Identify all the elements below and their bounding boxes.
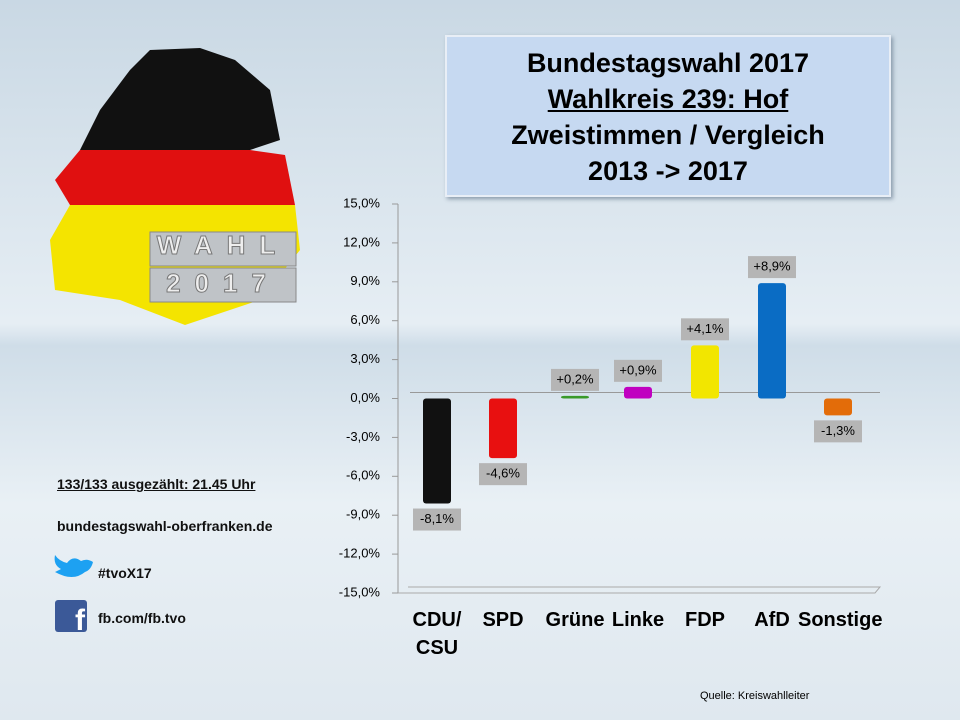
svg-text:f: f bbox=[75, 604, 86, 637]
value-label: +4,1% bbox=[686, 321, 724, 336]
y-tick-label: 12,0% bbox=[343, 234, 380, 249]
value-label-box bbox=[551, 368, 599, 391]
x-tick-label: AfD bbox=[754, 609, 790, 631]
value-label-box bbox=[748, 256, 796, 279]
logo-top: WAHL bbox=[157, 230, 290, 260]
logo-bottom: 2017 bbox=[166, 268, 280, 298]
title-line: 2013 -> 2017 bbox=[588, 156, 748, 186]
floor bbox=[398, 586, 882, 594]
x-tick-label: CDU/ CSU bbox=[412, 609, 462, 659]
y-tick-label: -15,0% bbox=[339, 584, 381, 599]
value-label: -8,1% bbox=[420, 511, 454, 526]
value-label-box bbox=[814, 420, 862, 443]
value-label: +0,9% bbox=[619, 362, 657, 377]
y-tick-label: -6,0% bbox=[346, 468, 380, 483]
bar bbox=[561, 395, 589, 399]
x-tick-label: Linke bbox=[611, 609, 665, 631]
social-icons: f bbox=[54, 555, 93, 637]
count-status: 133/133 ausgezählt: 21.45 Uhr bbox=[57, 476, 256, 492]
website: bundestagswahl-oberfranken.de bbox=[57, 518, 273, 534]
value-label: +8,9% bbox=[753, 259, 791, 274]
source: Quelle: Kreiswahlleiter bbox=[700, 690, 810, 702]
bar bbox=[624, 386, 652, 399]
title-line: Zweistimmen / Vergleich bbox=[511, 120, 825, 150]
twitter-handle: #tvoX17 bbox=[98, 565, 152, 581]
value-label-box bbox=[479, 463, 527, 486]
value-label: -1,3% bbox=[821, 423, 855, 438]
x-tick-label: SPD bbox=[482, 609, 524, 631]
title-line: Wahlkreis 239: Hof bbox=[547, 84, 789, 114]
wahl-logo: WAHL 2017 bbox=[149, 230, 297, 303]
y-tick-label: -9,0% bbox=[346, 507, 380, 522]
y-tick-label: -3,0% bbox=[346, 429, 380, 444]
title-line: Bundestagswahl 2017 bbox=[526, 48, 810, 78]
value-label-box bbox=[413, 508, 461, 531]
y-tick-label: 15,0% bbox=[343, 195, 380, 210]
y-tick-label: 9,0% bbox=[350, 273, 380, 288]
y-tick-label: 0,0% bbox=[350, 390, 380, 405]
y-tick-label: 6,0% bbox=[350, 312, 380, 327]
title-box: Bundestagswahl 2017 Wahlkreis 239: Hof Z… bbox=[445, 35, 891, 197]
bar bbox=[489, 398, 517, 459]
value-label-box bbox=[681, 318, 729, 341]
bar bbox=[758, 283, 786, 399]
bar bbox=[423, 398, 451, 504]
bar bbox=[824, 398, 852, 416]
bar bbox=[691, 345, 719, 399]
value-label-box bbox=[614, 359, 662, 382]
y-tick-label: -12,0% bbox=[339, 546, 381, 561]
facebook-handle: fb.com/fb.tvo bbox=[98, 610, 186, 626]
x-tick-label: Grüne bbox=[545, 609, 605, 631]
x-tick-label: Sonstige bbox=[798, 609, 883, 631]
x-tick-label: FDP bbox=[685, 609, 725, 631]
y-tick-label: 3,0% bbox=[350, 351, 380, 366]
value-label: -4,6% bbox=[486, 466, 520, 481]
value-label: +0,2% bbox=[556, 371, 594, 386]
